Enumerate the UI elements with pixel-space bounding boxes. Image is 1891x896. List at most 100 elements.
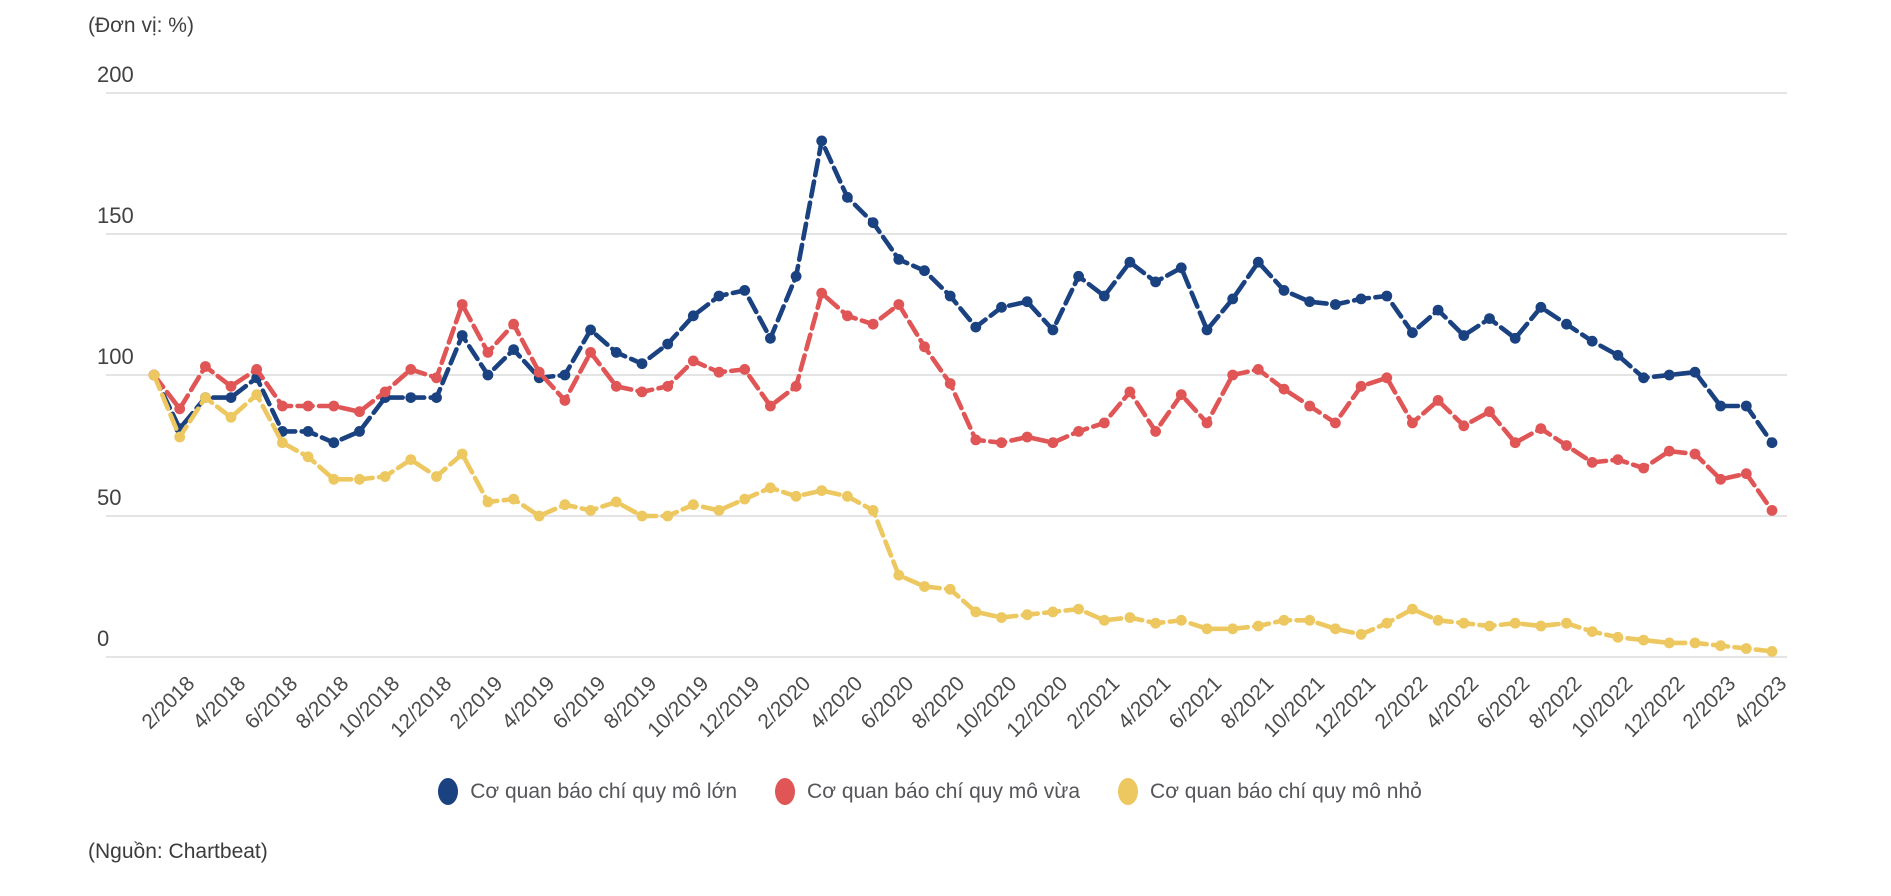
data-point: [1304, 296, 1316, 308]
data-point: [1407, 603, 1418, 615]
legend-dot-small-icon: [1118, 778, 1139, 805]
data-point: [1150, 276, 1161, 288]
data-point: [1175, 614, 1187, 626]
legend-item-medium: Cơ quan báo chí quy mô vừa: [775, 778, 1080, 805]
legend: Cơ quan báo chí quy mô lớn Cơ quan báo c…: [0, 778, 1860, 805]
data-point: [277, 437, 288, 449]
data-point: [559, 395, 571, 406]
data-point: [1663, 637, 1675, 649]
data-point: [1561, 617, 1572, 629]
data-point: [636, 510, 648, 522]
data-point: [559, 369, 571, 381]
data-point: [1227, 623, 1239, 635]
data-point: [765, 400, 776, 412]
data-point: [1252, 364, 1264, 375]
data-point: [944, 378, 956, 389]
data-point: [1766, 646, 1778, 657]
data-point: [1355, 380, 1367, 392]
data-point: [379, 386, 391, 398]
data-point: [1561, 318, 1572, 330]
legend-label-large: Cơ quan báo chí quy mô lớn: [470, 779, 738, 803]
data-point: [1227, 293, 1239, 305]
data-point: [533, 366, 545, 378]
data-point: [1715, 473, 1726, 485]
data-point: [765, 482, 776, 494]
data-point: [405, 364, 417, 375]
data-point: [1586, 457, 1598, 468]
data-point: [1689, 366, 1701, 378]
data-point: [1458, 420, 1470, 432]
data-point: [508, 493, 519, 505]
data-point: [251, 364, 263, 375]
y-tick-label-50: 50: [97, 485, 122, 510]
data-point: [996, 301, 1007, 313]
data-point: [1586, 626, 1598, 637]
data-point: [354, 406, 365, 418]
data-point: [508, 344, 519, 355]
data-point: [739, 493, 751, 505]
data-point: [1021, 296, 1033, 308]
data-point: [1535, 301, 1547, 313]
data-point: [1663, 369, 1675, 381]
data-point: [1201, 623, 1213, 635]
data-point: [1689, 637, 1701, 649]
data-point: [1740, 643, 1752, 654]
data-point: [662, 510, 674, 522]
y-tick-label-0: 0: [97, 626, 110, 651]
data-point: [1381, 617, 1393, 629]
data-point: [1432, 304, 1444, 316]
data-point: [1227, 369, 1239, 381]
data-point: [1330, 417, 1341, 429]
data-point: [174, 431, 186, 443]
data-point: [1432, 614, 1444, 626]
data-point: [585, 505, 596, 516]
data-point: [1098, 417, 1110, 429]
data-point: [482, 496, 494, 508]
data-point: [893, 569, 905, 581]
legend-dot-large-icon: [438, 778, 459, 805]
data-point: [1715, 400, 1726, 412]
data-point: [919, 265, 930, 277]
data-point: [1304, 614, 1316, 626]
data-point: [1381, 290, 1393, 302]
data-point: [225, 380, 237, 392]
data-point: [790, 380, 802, 392]
data-point: [1330, 623, 1341, 635]
legend-item-small: Cơ quan báo chí quy mô nhỏ: [1118, 778, 1422, 805]
data-point: [996, 437, 1007, 449]
data-point: [919, 581, 930, 592]
data-point: [944, 290, 956, 302]
data-point: [790, 270, 802, 282]
data-point: [328, 473, 340, 485]
data-point: [1766, 437, 1778, 449]
data-point: [610, 347, 622, 358]
data-point: [1355, 293, 1367, 305]
data-point: [842, 490, 853, 502]
data-point: [277, 400, 288, 412]
source-label: (Nguồn: Chartbeat): [88, 840, 268, 863]
data-point: [713, 505, 725, 516]
data-point: [1175, 262, 1187, 274]
data-point: [1098, 614, 1110, 626]
legend-item-large: Cơ quan báo chí quy mô lớn: [438, 778, 737, 805]
series-line-2: [151, 372, 1775, 654]
data-point: [508, 318, 519, 330]
data-point: [1330, 299, 1341, 310]
data-point: [1638, 372, 1649, 384]
data-point: [713, 290, 725, 302]
data-point: [1278, 383, 1290, 395]
data-point: [1407, 327, 1418, 339]
data-point: [148, 369, 160, 381]
data-point: [893, 254, 905, 265]
data-point: [431, 392, 442, 403]
data-point: [919, 341, 930, 353]
data-point: [251, 389, 263, 401]
data-point: [585, 347, 596, 358]
data-point: [713, 366, 725, 378]
data-point: [1715, 640, 1726, 652]
data-point: [687, 499, 699, 511]
data-point: [816, 135, 828, 147]
data-point: [405, 392, 417, 403]
data-point: [533, 510, 545, 522]
